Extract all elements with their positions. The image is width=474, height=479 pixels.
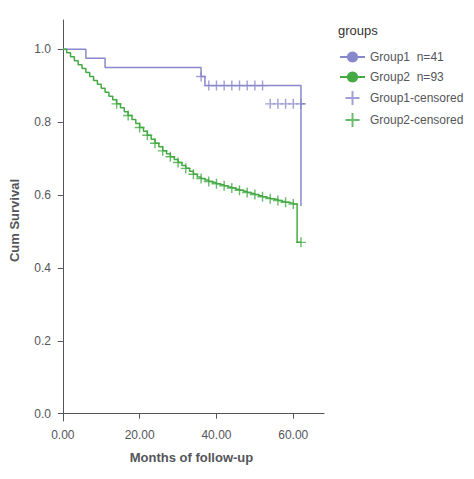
svg-text:Group2 n=93: Group2 n=93 <box>370 70 444 84</box>
svg-text:60.00: 60.00 <box>278 428 308 442</box>
svg-text:Cum Survival: Cum Survival <box>7 179 22 262</box>
svg-text:0.8: 0.8 <box>34 115 51 129</box>
svg-text:40.00: 40.00 <box>201 428 231 442</box>
svg-text:0.2: 0.2 <box>34 334 51 348</box>
svg-text:1.0: 1.0 <box>34 42 51 56</box>
svg-text:0.00: 0.00 <box>51 428 75 442</box>
svg-text:Group1-censored: Group1-censored <box>370 91 463 105</box>
svg-text:0.4: 0.4 <box>34 261 51 275</box>
svg-text:0.6: 0.6 <box>34 188 51 202</box>
svg-text:Group2-censored: Group2-censored <box>370 113 463 127</box>
svg-text:Months of follow-up: Months of follow-up <box>130 450 254 465</box>
svg-text:0.0: 0.0 <box>34 407 51 421</box>
svg-text:groups: groups <box>338 23 378 38</box>
svg-text:Group1 n=41: Group1 n=41 <box>370 50 444 64</box>
svg-text:20.00: 20.00 <box>125 428 155 442</box>
